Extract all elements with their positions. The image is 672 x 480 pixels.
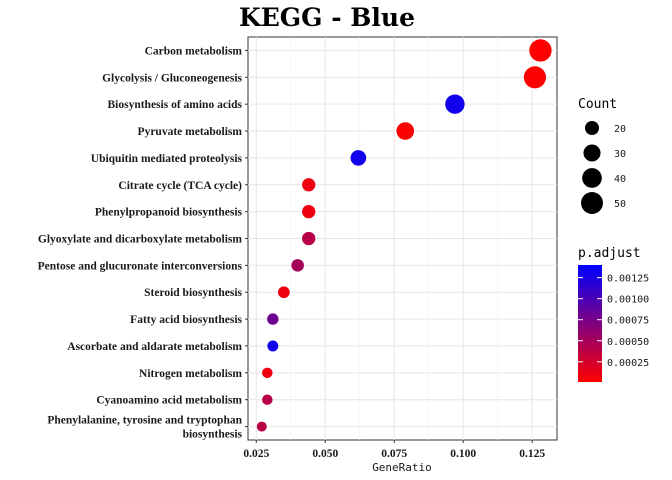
count-legend-label: 20 (614, 124, 626, 135)
x-axis-title: GeneRatio (372, 461, 432, 474)
count-legend-key (582, 168, 602, 188)
y-category-label: Ubiquitin mediated proteolysis (91, 153, 243, 165)
data-points (256, 39, 552, 432)
data-point (523, 66, 547, 89)
count-legend-key (584, 120, 600, 136)
data-point (445, 94, 465, 114)
chart-title: KEGG - Blue (239, 3, 415, 32)
data-point (302, 178, 316, 192)
count-legend-label: 50 (614, 199, 626, 210)
count-legend-key (583, 144, 601, 162)
data-point (529, 39, 552, 62)
data-point (256, 421, 267, 432)
y-category-label: Ascorbate and aldarate metabolism (67, 341, 242, 353)
y-category-label: Nitrogen metabolism (139, 368, 242, 380)
y-category-label: Glycolysis / Gluconeogenesis (102, 72, 242, 84)
y-category-label: Phenylalanine, tyrosine and tryptophan (47, 415, 242, 427)
data-point (262, 394, 273, 405)
p-adjust-legend-title: p.adjust (578, 246, 641, 261)
x-axis-ticks: 0.025 0.050 0.075 0.100 0.125 (243, 440, 545, 460)
x-tick-label: 0.025 (243, 448, 269, 460)
data-point (267, 313, 279, 325)
grid-lines (248, 37, 557, 440)
data-point (302, 231, 316, 246)
p-adjust-colorbar (578, 265, 602, 382)
y-category-label: Biosynthesis of amino acids (107, 99, 242, 111)
colorbar-label: 0.00100 (607, 295, 649, 306)
data-point (302, 204, 316, 219)
y-category-label: Glyoxylate and dicarboxylate metabolism (38, 234, 243, 246)
y-axis-labels: Carbon metabolism Glycolysis / Gluconeoge… (38, 45, 248, 441)
x-tick-label: 0.075 (381, 448, 407, 460)
x-tick-label: 0.100 (450, 448, 476, 460)
data-point (277, 286, 290, 299)
count-legend: Count 20 30 40 50 (578, 97, 626, 214)
colorbar-label: 0.00050 (607, 337, 649, 348)
count-legend-key (581, 192, 603, 214)
data-point (396, 122, 415, 140)
count-legend-title: Count (578, 97, 617, 112)
y-category-label: Pentose and glucuronate interconversions (38, 260, 243, 272)
x-tick-label: 0.050 (312, 448, 338, 460)
y-category-label: Phenylpropanoid biosynthesis (95, 207, 243, 219)
data-point (350, 150, 367, 166)
count-legend-label: 40 (614, 174, 626, 185)
p-adjust-legend: p.adjust 0.00025 0.00050 0.00075 0.00100 0.0… (578, 246, 649, 382)
y-category-label: Steroid biosynthesis (144, 287, 242, 299)
y-category-label: biosynthesis (183, 429, 243, 441)
y-category-label: Cyanoamino acid metabolism (96, 395, 242, 407)
y-category-label: Carbon metabolism (145, 45, 243, 57)
colorbar-label: 0.00075 (607, 316, 649, 327)
data-point (267, 340, 279, 352)
colorbar-label: 0.00025 (607, 358, 649, 369)
y-category-label: Fatty acid biosynthesis (130, 314, 242, 326)
x-tick-label: 0.125 (519, 448, 545, 460)
y-category-label: Pyruvate metabolism (138, 126, 243, 138)
colorbar-label: 0.00125 (607, 274, 649, 285)
y-category-label: Citrate cycle (TCA cycle) (118, 180, 242, 192)
data-point (291, 259, 304, 272)
data-point (262, 367, 273, 379)
count-legend-label: 30 (614, 149, 626, 160)
